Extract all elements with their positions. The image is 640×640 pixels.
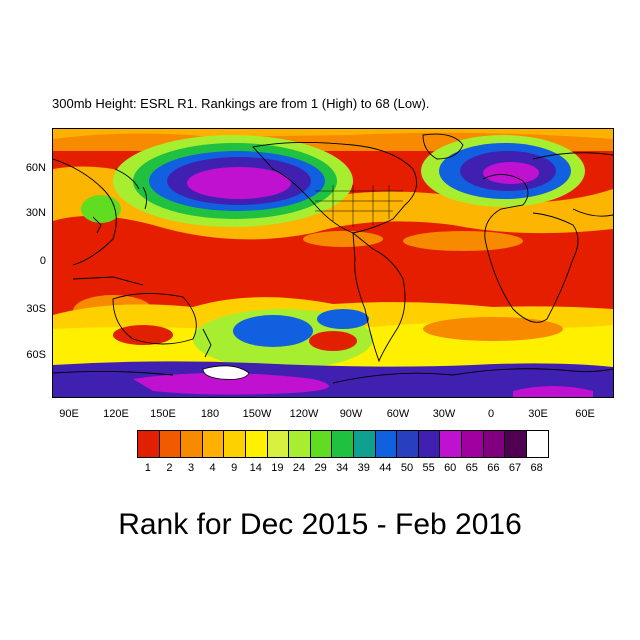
lon-label: 120W: [289, 408, 319, 420]
s-orange: [423, 317, 563, 341]
lon-label: 120E: [103, 408, 129, 420]
colorbar-label: 2: [166, 462, 173, 474]
colorbar-label: 67: [508, 462, 522, 474]
colorbar-swatch: [245, 431, 268, 457]
colorbar-label: 29: [314, 462, 327, 474]
lon-label: 30E: [528, 408, 548, 420]
lon-label: 90E: [59, 408, 79, 420]
lat-label: 30S: [26, 303, 46, 315]
antarctic-magenta2: [513, 386, 593, 397]
rank-map: [53, 129, 613, 397]
colorbar-label: 60: [444, 462, 457, 474]
colorbar-swatch: [289, 431, 311, 457]
lon-label: 90W: [339, 408, 363, 420]
colorbar-swatch: [526, 431, 549, 457]
spac-blue: [233, 315, 313, 347]
colorbar-label: 14: [249, 462, 262, 474]
figure-caption: Rank for Dec 2015 - Feb 2016: [118, 508, 522, 541]
colorbar-label: 44: [379, 462, 392, 474]
map-panel: [52, 128, 614, 398]
s-red-2: [309, 331, 357, 351]
colorbar-swatch: [461, 431, 484, 457]
colorbar-swatch: [505, 431, 527, 457]
trop-orange-1: [303, 231, 383, 247]
colorbar-label: 19: [271, 462, 284, 474]
colorbar-swatch: [181, 431, 203, 457]
us-states: [315, 185, 403, 227]
colorbar-label: 34: [336, 462, 349, 474]
colorbar-swatch: [418, 431, 441, 457]
lon-label: 150E: [150, 408, 176, 420]
colorbar-swatch: [159, 431, 182, 457]
colorbar-swatch: [375, 431, 398, 457]
colorbar-swatch: [310, 431, 333, 457]
colorbar-label: 9: [231, 462, 238, 474]
plot-title: 300mb Height: ESRL R1. Rankings are from…: [52, 96, 430, 111]
colorbar-label: 4: [209, 462, 216, 474]
lon-label: 30W: [432, 408, 456, 420]
colorbar-label: 50: [400, 462, 414, 474]
colorbar-swatch: [353, 431, 376, 457]
lat-label: 30N: [25, 207, 46, 219]
north-band-edge: [53, 129, 613, 139]
colorbar-swatch: [440, 431, 462, 457]
lat-label: 0: [39, 255, 46, 267]
colorbar-label: 39: [357, 462, 370, 474]
spac-blue2: [317, 309, 369, 329]
colorbar-swatch: [202, 431, 225, 457]
lon-label: 60W: [386, 408, 410, 420]
colorbar-label: 3: [187, 462, 195, 474]
rank-68-patch: [202, 365, 250, 380]
npac-magenta: [187, 167, 291, 199]
natl-magenta: [483, 162, 539, 184]
colorbar-swatch: [138, 431, 160, 457]
colorbar-label: 68: [530, 462, 543, 474]
colorbar-label: 55: [422, 462, 435, 474]
colorbar-label: 24: [292, 462, 306, 474]
lon-label: 0: [487, 408, 495, 420]
lon-label: 180: [200, 408, 220, 420]
trop-orange-2: [403, 231, 523, 251]
colorbar-swatch: [332, 431, 354, 457]
colorbar-swatch: [483, 431, 506, 457]
colorbar-label: 66: [487, 462, 500, 474]
coastlines: [53, 133, 613, 384]
colorbar: [137, 430, 550, 458]
lat-label: 60S: [26, 349, 46, 361]
colorbar-label: 65: [465, 462, 478, 474]
lon-label: 150W: [242, 408, 272, 420]
colorbar-swatch: [224, 431, 246, 457]
lat-label: 60N: [25, 162, 46, 174]
colorbar-label: 1: [144, 462, 151, 474]
colorbar-swatch: [397, 431, 419, 457]
lon-label: 60E: [575, 408, 595, 420]
colorbar-swatch: [267, 431, 290, 457]
s-red-1: [113, 325, 173, 345]
antarctic-magenta: [133, 373, 329, 395]
asia-green: [81, 195, 121, 223]
